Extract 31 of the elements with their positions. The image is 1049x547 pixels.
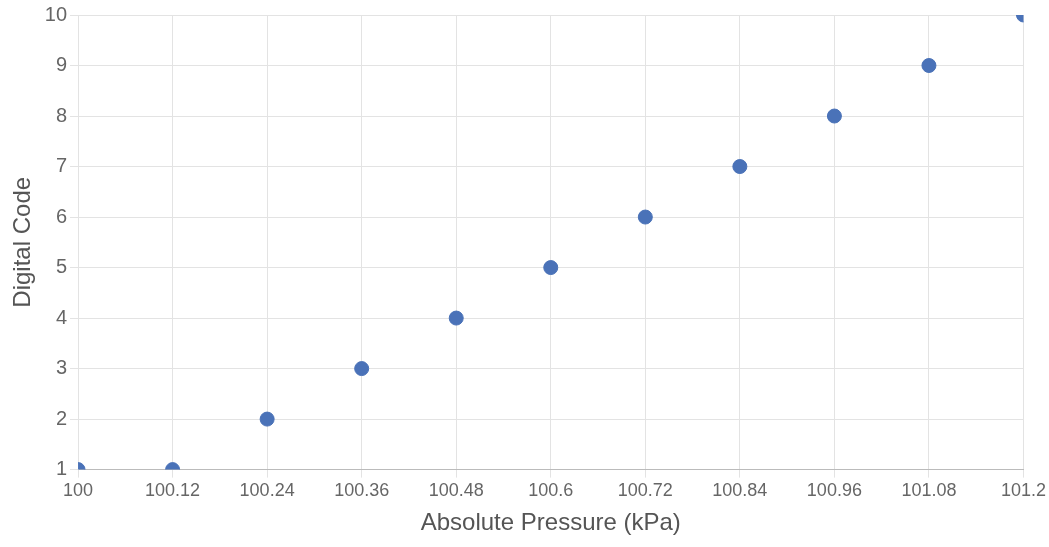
x-tick-label: 100.84 bbox=[712, 480, 768, 501]
x-tick-label: 101.08 bbox=[901, 480, 957, 501]
point bbox=[732, 159, 748, 175]
x-tick-label: 100.12 bbox=[145, 480, 201, 501]
y-tick-label: 6 bbox=[55, 204, 68, 227]
x-tick-label: 101.2 bbox=[1000, 480, 1046, 501]
x-tick-label: 100 bbox=[63, 480, 94, 501]
x-tick-label: 100.36 bbox=[334, 480, 390, 501]
x-axis-title: Absolute Pressure (kPa) bbox=[420, 508, 681, 536]
y-tick-label: 9 bbox=[55, 53, 68, 76]
y-tick-label: 10 bbox=[44, 2, 68, 25]
point bbox=[543, 260, 559, 276]
point bbox=[448, 310, 464, 326]
y-tick-label: 8 bbox=[55, 103, 68, 126]
y-tick-label: 2 bbox=[55, 406, 68, 429]
point bbox=[259, 411, 275, 427]
y-tick-label: 5 bbox=[55, 255, 68, 278]
x-tick-label: 100.24 bbox=[239, 480, 295, 501]
point bbox=[354, 361, 370, 377]
point bbox=[637, 209, 653, 225]
point bbox=[826, 108, 842, 124]
y-tick-label: 4 bbox=[55, 305, 68, 328]
x-tick-label: 100.96 bbox=[806, 480, 862, 501]
y-tick-label: 3 bbox=[55, 356, 68, 379]
y-tick-label: 1 bbox=[55, 457, 68, 480]
x-tick-label: 100.48 bbox=[428, 480, 484, 501]
point bbox=[921, 58, 937, 74]
y-axis-title: Digital Code bbox=[8, 176, 36, 308]
x-tick-label: 100.72 bbox=[617, 480, 673, 501]
y-tick-label: 7 bbox=[55, 154, 68, 177]
x-tick-label: 100.6 bbox=[528, 480, 574, 501]
